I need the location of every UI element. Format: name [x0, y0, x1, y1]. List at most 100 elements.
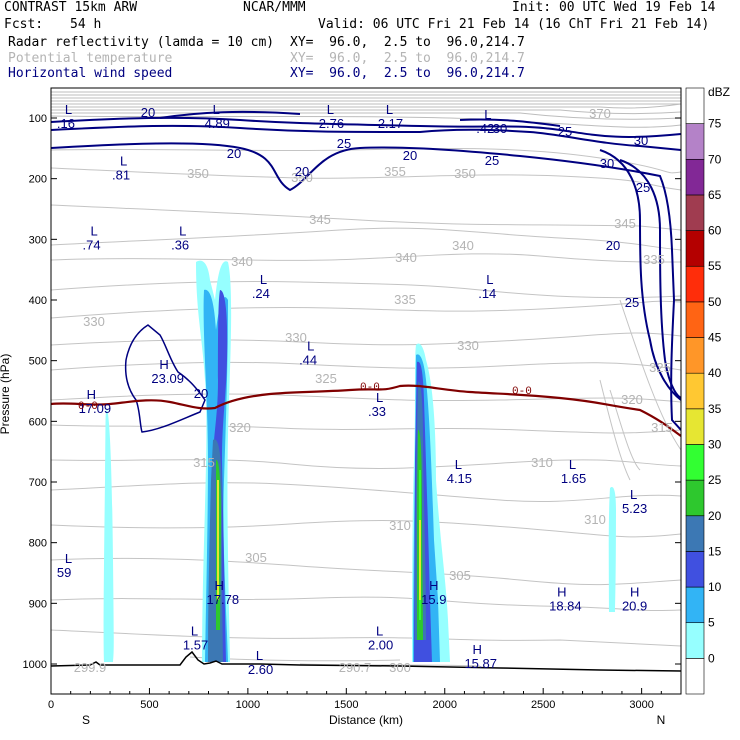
x-tick-label: 1000	[236, 699, 260, 711]
model-title: CONTRAST 15km ARW	[4, 0, 138, 15]
freezing-level-label: 0-0	[512, 386, 532, 398]
y-axis: 100 200 300 400 500 600 700 800 900 1000	[23, 113, 681, 671]
wind-label: 20	[227, 146, 241, 161]
y-tick-label: 700	[29, 477, 47, 489]
low-marker: L	[91, 223, 98, 238]
extremum-value: 23.09	[151, 371, 184, 386]
low-marker: L	[260, 272, 267, 287]
wind-label: 20	[194, 386, 208, 401]
y-axis-title: Pressure (hPa)	[0, 354, 12, 435]
low-marker: L	[376, 390, 383, 405]
valid-time: Valid: 06 UTC Fri 21 Feb 14 (16 ChT Fri …	[318, 17, 710, 32]
theta-label: 350	[454, 166, 476, 181]
org-label: NCAR/MMM	[243, 0, 306, 15]
low-marker: L	[256, 648, 263, 663]
low-marker: L	[484, 107, 491, 122]
theta-label: 299.9	[74, 660, 107, 675]
extremum-value: .44	[299, 353, 317, 368]
high-marker: H	[630, 584, 639, 599]
theta-label: 350	[187, 166, 209, 181]
colorbar-tick-label: 50	[708, 295, 722, 309]
theta-label: 350	[291, 170, 313, 185]
extremum-value: 18.84	[549, 598, 582, 613]
terrain-line	[51, 650, 681, 672]
colorbar-tick-label: 25	[708, 473, 722, 487]
extremum-value: 1.65	[561, 471, 586, 486]
theta-label: 325	[649, 360, 671, 375]
x-axis: 0 500 1000 1500 2000 2500 3000	[48, 688, 662, 711]
theta-upper-bundle	[51, 91, 681, 128]
x-tick-label: 500	[140, 699, 158, 711]
low-marker: L	[386, 102, 393, 117]
extremum-value: 4.89	[205, 116, 230, 131]
theta-label: 315	[651, 420, 673, 435]
low-marker: L	[213, 102, 220, 117]
colorbar-tick-label: 60	[708, 224, 722, 238]
theta-label: 290.7	[339, 660, 372, 675]
x-tick-label: 2500	[531, 699, 555, 711]
wind-label: 20	[141, 105, 155, 120]
field-xy-theta: XY= 96.0, 2.5 to 96.0,214.7	[290, 51, 525, 66]
extremum-value: 2.00	[368, 638, 393, 653]
colorbar-tick-label: 10	[708, 580, 722, 594]
colorbar-swatch	[685, 123, 705, 160]
colorbar-swatch	[685, 301, 705, 338]
extremum-value: 1.57	[183, 638, 208, 653]
colorbar-tick-label: 45	[708, 331, 722, 345]
extremum-value: .33	[368, 404, 386, 419]
x-tick-label: 0	[48, 699, 54, 711]
colorbar-swatch	[685, 194, 705, 231]
extremum-value: .81	[112, 168, 130, 183]
low-marker: L	[486, 272, 493, 287]
extremum-value: 17.78	[207, 592, 240, 607]
x-tick-label: 3000	[629, 699, 653, 711]
x-axis-title: Distance (km)	[329, 713, 403, 727]
high-marker: H	[557, 584, 566, 599]
extremum-value: .24	[252, 286, 270, 301]
extremum-value: .36	[171, 237, 189, 252]
field-xy-reflectivity: XY= 96.0, 2.5 to 96.0,214.7	[290, 35, 525, 50]
theta-label: 340	[452, 238, 474, 253]
extremum-value: 20.9	[622, 598, 647, 613]
theta-label: 310	[389, 518, 411, 533]
colorbar-swatch	[685, 479, 705, 517]
wind-label: 20	[403, 148, 417, 163]
freezing-level-label: 0-0	[78, 401, 98, 413]
colorbar-tick-label: 40	[708, 366, 722, 380]
low-marker: L	[65, 102, 72, 117]
low-marker: L	[120, 154, 127, 169]
high-marker: H	[472, 642, 481, 657]
y-tick-label: 600	[29, 416, 47, 428]
high-marker: H	[215, 578, 224, 593]
wind-label: 25	[485, 153, 499, 168]
theta-label: 355	[384, 164, 406, 179]
extremum-value: 17.09	[79, 401, 112, 416]
x-tick-label: 2000	[433, 699, 457, 711]
high-marker: H	[429, 578, 438, 593]
field-xy-wind: XY= 96.0, 2.5 to 96.0,214.7	[290, 66, 525, 81]
colorbar-swatch	[685, 515, 705, 552]
endpoint-right-label: N	[657, 713, 666, 727]
extremum-value: 59	[57, 565, 71, 580]
x-tick-label: 1500	[334, 699, 358, 711]
theta-label: 345	[614, 216, 636, 231]
colorbar-swatch	[685, 265, 705, 303]
wind-label: 25	[636, 180, 650, 195]
colorbar-swatch	[685, 408, 705, 445]
extremum-value: 2.17	[378, 116, 403, 131]
wind-label: 30	[493, 121, 507, 136]
colorbar-swatch	[685, 230, 705, 267]
freezing-level-label: 0-0	[360, 382, 380, 394]
low-marker: L	[307, 339, 314, 354]
init-time: Init: 00 UTC Wed 19 Feb 14	[512, 0, 716, 15]
theta-label: 310	[531, 455, 553, 470]
colorbar-tick-label: 20	[708, 509, 722, 523]
endpoint-left-label: S	[82, 713, 90, 727]
reflectivity-cell-1880km-40	[419, 520, 421, 600]
reflectivity-cells	[103, 260, 616, 662]
reflectivity-cell-310km	[103, 408, 114, 662]
field-name-reflectivity: Radar reflectivity (lamda = 10 cm)	[8, 35, 275, 50]
colorbar-swatch	[685, 372, 705, 410]
high-marker: H	[87, 387, 96, 402]
y-tick-label: 800	[29, 538, 47, 550]
